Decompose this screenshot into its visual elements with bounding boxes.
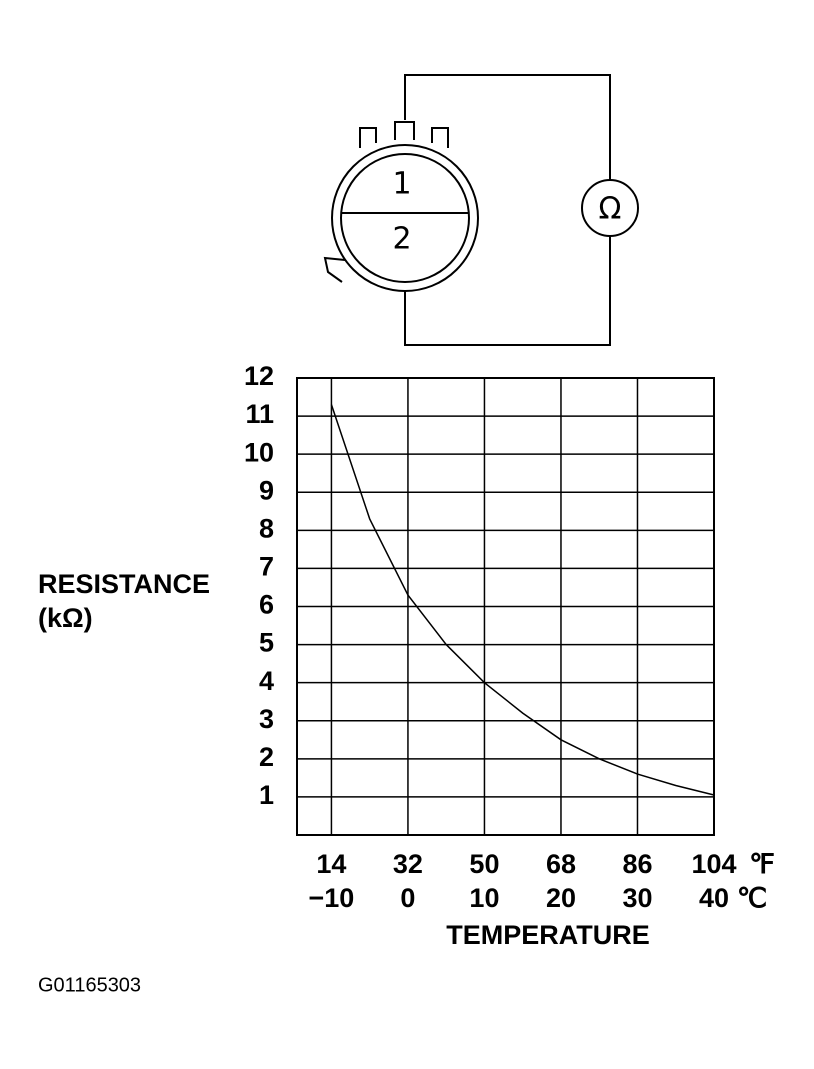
- x2-tick-label: 104: [691, 849, 736, 879]
- y-tick-label: 3: [259, 704, 274, 734]
- data-line: [330, 404, 715, 796]
- x2-tick-label: 50: [469, 849, 499, 879]
- x-unit: ℃: [737, 883, 767, 913]
- pin-label: 2: [392, 222, 411, 257]
- x2-tick-label: 68: [546, 849, 576, 879]
- y-tick-label: 12: [244, 361, 274, 391]
- x2-tick-label: 86: [622, 849, 652, 879]
- x2-tick-label: 14: [316, 849, 346, 879]
- wire: [404, 74, 611, 346]
- pin-label: 1: [392, 167, 411, 202]
- x-tick-label: 30: [622, 883, 652, 913]
- y-axis-label: (kΩ): [38, 603, 93, 633]
- y-tick-label: 6: [259, 590, 274, 620]
- tabs: [359, 121, 449, 148]
- y-tick-label: 1: [259, 780, 274, 810]
- latch: [323, 256, 346, 283]
- ohmmeter-symbol: Ω: [599, 192, 622, 227]
- y-tick-label: 8: [259, 513, 274, 543]
- x-tick-label: 40: [699, 883, 729, 913]
- x-axis-label: TEMPERATURE: [446, 920, 650, 950]
- connector-outer: [331, 144, 479, 292]
- y-tick-label: 4: [259, 666, 274, 696]
- y-tick-label: 2: [259, 742, 274, 772]
- x-tick-label: 0: [400, 883, 415, 913]
- y-axis-label: RESISTANCE: [38, 569, 210, 599]
- y-tick-label: 5: [259, 628, 274, 658]
- x-tick-label: 10: [469, 883, 499, 913]
- figure-id: G01165303: [38, 974, 141, 996]
- x-tick-label: −10: [309, 883, 355, 913]
- x2-unit: ℉: [749, 849, 775, 879]
- connector-inner: [340, 153, 470, 283]
- y-tick-label: 7: [259, 552, 274, 582]
- y-tick-label: 11: [245, 399, 274, 429]
- connector-diagram: 1 2 Ω: [323, 74, 639, 346]
- x2-tick-label: 32: [393, 849, 423, 879]
- y-tick-label: 9: [259, 475, 274, 505]
- x-tick-label: 20: [546, 883, 576, 913]
- y-tick-label: 10: [244, 437, 274, 467]
- ohmmeter: [581, 179, 639, 237]
